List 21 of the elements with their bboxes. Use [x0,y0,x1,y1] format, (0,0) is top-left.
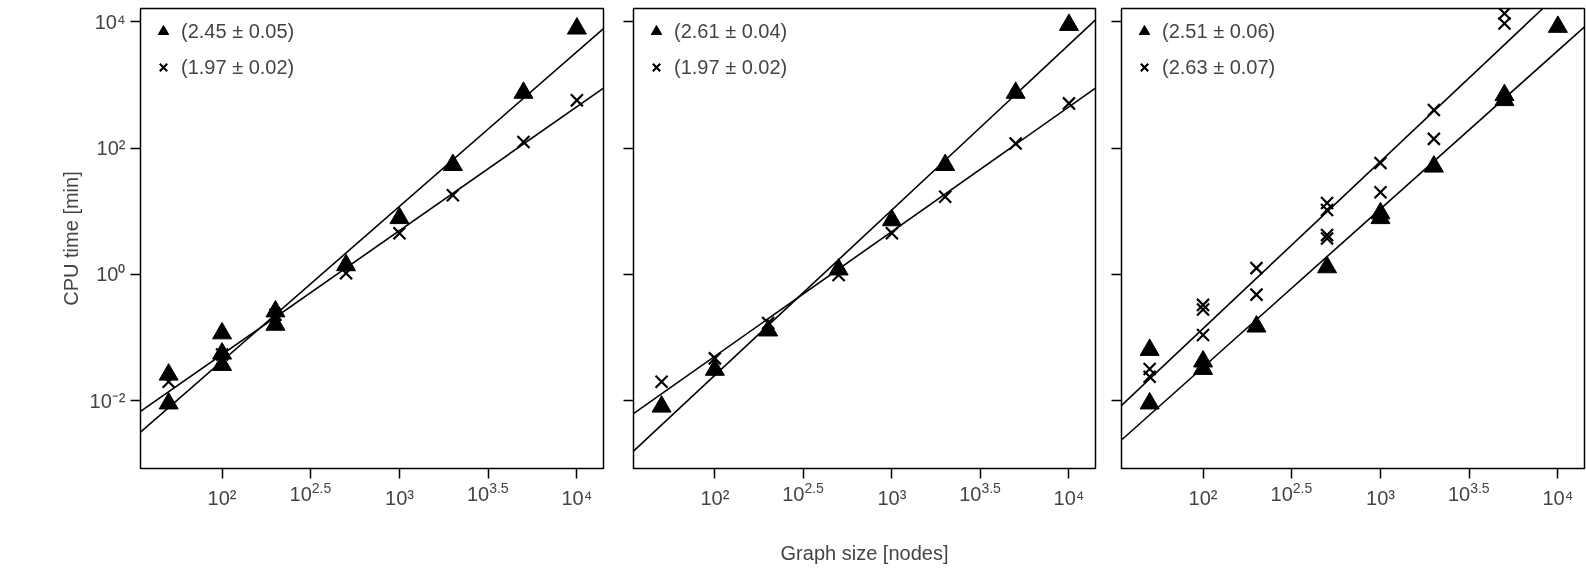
x-tick-label: 10² [700,486,730,509]
y-axis-title: CPU time [min] [59,171,82,306]
legend-label: (1.97 ± 0.02) [674,55,788,79]
y-tick-label: 10⁴ [94,10,126,33]
x-tick-label: 10³ [1366,486,1396,509]
x-tick-label: 10³ [877,486,907,509]
x-tick-label: 10⁴ [1542,486,1574,509]
x-tick-label: 10² [207,486,237,509]
y-tick-label: 10⁻² [89,389,126,412]
x-tick-label: 10⁴ [1053,486,1085,509]
legend-label: (2.61 ± 0.04) [674,19,788,43]
legend-label: (1.97 ± 0.02) [181,55,295,79]
x-tick-label: 10² [1188,486,1218,509]
x-axis-title: Graph size [nodes] [780,541,949,564]
legend-label: (2.51 ± 0.06) [1162,19,1276,43]
legend-label: (2.63 ± 0.07) [1162,55,1276,79]
x-tick-label: 10⁴ [561,486,593,509]
x-tick-label: 10³ [385,486,415,509]
y-tick-label: 10² [96,137,126,160]
legend-label: (2.45 ± 0.05) [181,19,295,43]
y-tick-label: 10⁰ [96,263,126,286]
